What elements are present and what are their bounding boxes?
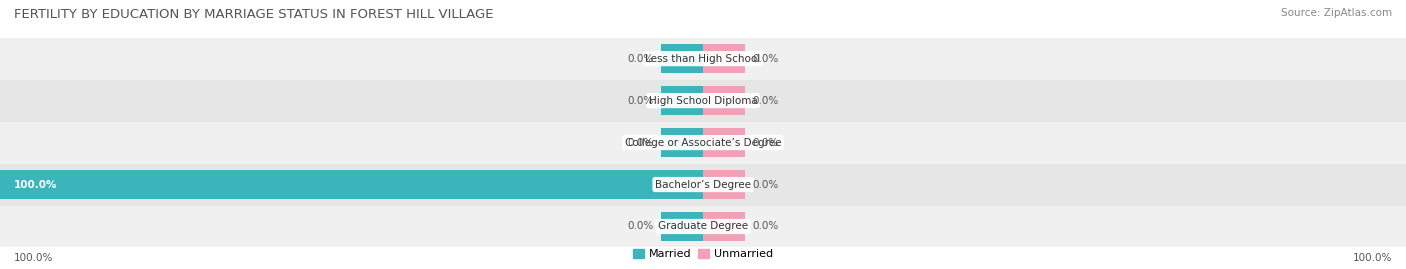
Bar: [703, 44, 745, 73]
Bar: [661, 44, 703, 73]
Text: 100.0%: 100.0%: [1353, 253, 1392, 263]
Text: Less than High School: Less than High School: [645, 54, 761, 64]
Bar: [703, 86, 745, 115]
Bar: [661, 212, 703, 241]
Text: 0.0%: 0.0%: [752, 54, 779, 64]
Bar: [661, 128, 703, 157]
Bar: [0, 122, 1406, 164]
Legend: Married, Unmarried: Married, Unmarried: [628, 244, 778, 263]
Text: 100.0%: 100.0%: [14, 253, 53, 263]
Text: 0.0%: 0.0%: [627, 54, 654, 64]
Bar: [661, 86, 703, 115]
Text: 0.0%: 0.0%: [627, 221, 654, 232]
Text: Bachelor’s Degree: Bachelor’s Degree: [655, 179, 751, 190]
Bar: [0, 80, 1406, 122]
Text: 0.0%: 0.0%: [627, 95, 654, 106]
Text: 0.0%: 0.0%: [627, 137, 654, 148]
Text: FERTILITY BY EDUCATION BY MARRIAGE STATUS IN FOREST HILL VILLAGE: FERTILITY BY EDUCATION BY MARRIAGE STATU…: [14, 8, 494, 21]
Text: 0.0%: 0.0%: [752, 221, 779, 232]
Text: High School Diploma: High School Diploma: [648, 95, 758, 106]
Bar: [0, 38, 1406, 80]
Bar: [0, 170, 703, 199]
Bar: [0, 206, 1406, 247]
Text: 0.0%: 0.0%: [752, 137, 779, 148]
Bar: [703, 212, 745, 241]
Text: College or Associate’s Degree: College or Associate’s Degree: [624, 137, 782, 148]
Text: 0.0%: 0.0%: [752, 179, 779, 190]
Bar: [0, 164, 1406, 206]
Text: Source: ZipAtlas.com: Source: ZipAtlas.com: [1281, 8, 1392, 18]
Text: Graduate Degree: Graduate Degree: [658, 221, 748, 232]
Bar: [703, 128, 745, 157]
Text: 0.0%: 0.0%: [752, 95, 779, 106]
Text: 100.0%: 100.0%: [14, 179, 58, 190]
Bar: [703, 170, 745, 199]
